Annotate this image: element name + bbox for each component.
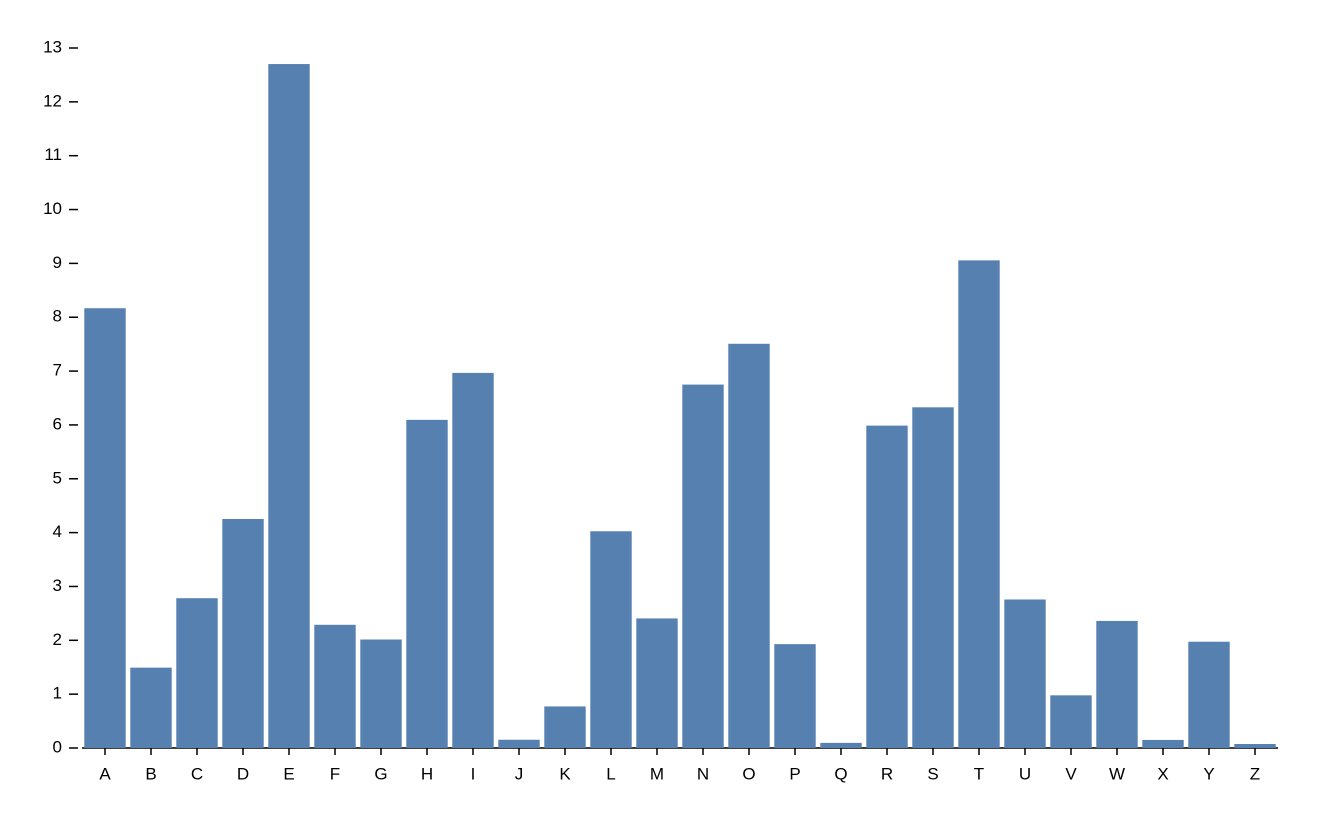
bar bbox=[1004, 599, 1046, 748]
bar bbox=[1050, 695, 1092, 748]
x-tick-label: Q bbox=[834, 764, 847, 783]
bar bbox=[958, 260, 1000, 748]
x-tick-label: B bbox=[145, 764, 156, 783]
x-tick-label: L bbox=[606, 764, 615, 783]
bar bbox=[406, 419, 448, 748]
y-tick-label: 10 bbox=[43, 199, 62, 218]
y-tick-label: 0 bbox=[53, 737, 62, 756]
bar bbox=[1234, 744, 1276, 748]
y-tick-label: 3 bbox=[53, 576, 62, 595]
bar bbox=[130, 667, 172, 748]
x-tick-label: P bbox=[789, 764, 800, 783]
y-tick-label: 4 bbox=[53, 522, 62, 541]
bar bbox=[866, 425, 908, 748]
x-tick-label: U bbox=[1019, 764, 1031, 783]
bar bbox=[912, 407, 954, 748]
x-tick-label: R bbox=[881, 764, 893, 783]
bar bbox=[1188, 641, 1230, 748]
y-tick-label: 11 bbox=[44, 145, 62, 164]
x-tick-label: C bbox=[191, 764, 203, 783]
bar bbox=[544, 706, 586, 748]
x-tick-label: M bbox=[650, 764, 664, 783]
bar bbox=[360, 639, 402, 748]
bar bbox=[176, 598, 218, 748]
x-tick-label: T bbox=[974, 764, 984, 783]
x-tick-label: D bbox=[237, 764, 249, 783]
x-tick-label: N bbox=[697, 764, 709, 783]
x-tick-label: G bbox=[374, 764, 387, 783]
bar bbox=[1142, 739, 1184, 748]
bar bbox=[636, 618, 678, 748]
x-tick-label: W bbox=[1109, 764, 1125, 783]
x-tick-label: J bbox=[515, 764, 524, 783]
bar bbox=[590, 531, 632, 748]
y-tick-label: 7 bbox=[53, 361, 62, 380]
x-tick-label: X bbox=[1157, 764, 1168, 783]
bar bbox=[1096, 620, 1138, 748]
x-tick-label: V bbox=[1065, 764, 1077, 783]
x-tick-label: H bbox=[421, 764, 433, 783]
bar bbox=[268, 64, 310, 749]
x-tick-label: E bbox=[283, 764, 294, 783]
x-tick-label: I bbox=[471, 764, 476, 783]
x-tick-label: K bbox=[559, 764, 571, 783]
bar bbox=[820, 742, 862, 748]
x-tick-label: Y bbox=[1203, 764, 1214, 783]
bar bbox=[314, 624, 356, 748]
x-tick-label: Z bbox=[1250, 764, 1260, 783]
bar bbox=[682, 384, 724, 748]
bar bbox=[222, 518, 264, 748]
y-tick-label: 2 bbox=[53, 630, 62, 649]
y-tick-label: 12 bbox=[43, 91, 62, 110]
bar bbox=[452, 372, 494, 748]
y-tick-label: 1 bbox=[53, 684, 62, 703]
bar bbox=[84, 308, 126, 748]
bar bbox=[774, 644, 816, 748]
y-tick-label: 13 bbox=[43, 37, 62, 56]
y-tick-label: 8 bbox=[53, 307, 62, 326]
x-tick-label: F bbox=[330, 764, 340, 783]
x-tick-label: S bbox=[927, 764, 938, 783]
bar bbox=[728, 343, 770, 748]
bar bbox=[498, 739, 540, 748]
y-tick-label: 9 bbox=[53, 253, 62, 272]
y-tick-label: 5 bbox=[53, 468, 62, 487]
x-tick-label: A bbox=[99, 764, 111, 783]
x-tick-label: O bbox=[742, 764, 755, 783]
y-tick-label: 6 bbox=[53, 414, 62, 433]
